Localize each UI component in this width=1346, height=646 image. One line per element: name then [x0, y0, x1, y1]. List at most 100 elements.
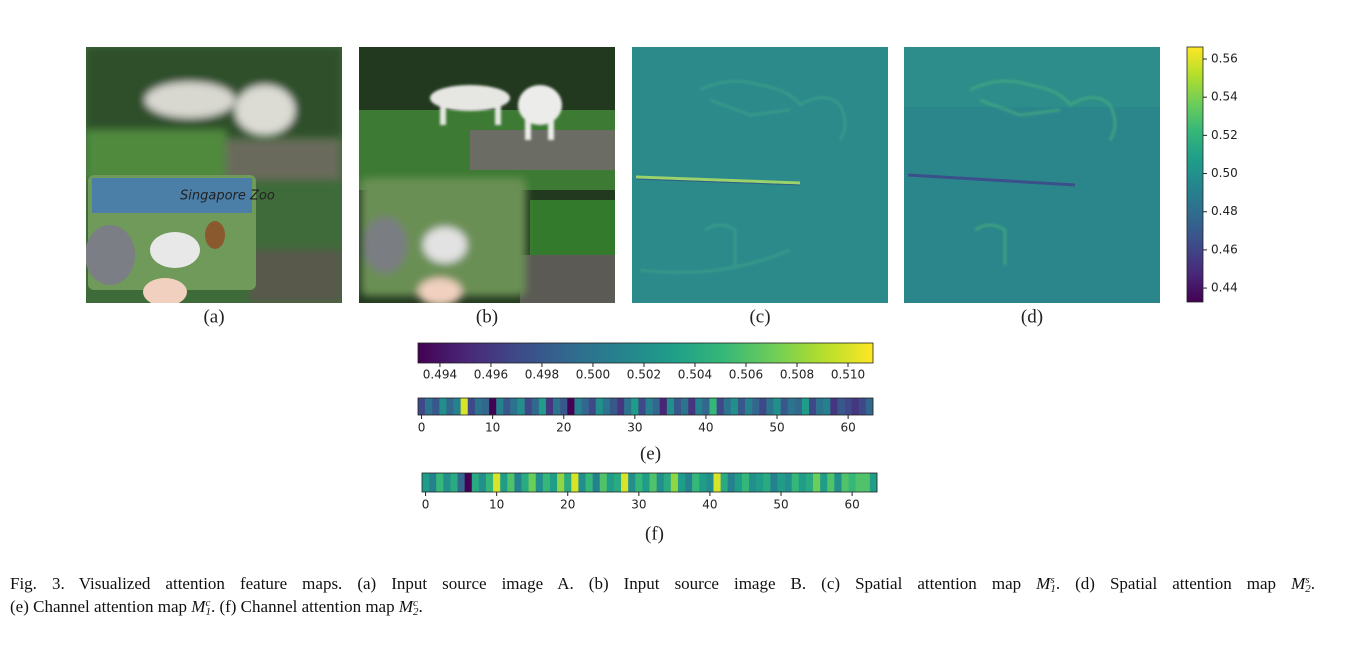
colorbar-horizontal — [417, 342, 874, 364]
channel-cell — [560, 398, 568, 415]
figure: Singapore Zoo — [86, 46, 1238, 544]
colorbar-tick-label: 0.500 — [576, 368, 610, 382]
channel-cell — [628, 473, 636, 492]
colorbar-tick-label: 0.48 — [1211, 204, 1238, 218]
channel-cell — [692, 473, 700, 492]
x-tick-label: 40 — [698, 421, 713, 435]
channel-cell — [467, 398, 476, 415]
channel-cell — [500, 473, 508, 492]
channel-cell — [685, 473, 693, 492]
x-tick-label: 20 — [560, 498, 575, 512]
channel-cell — [759, 398, 767, 415]
channel-cell — [418, 398, 426, 415]
channel-cell — [723, 398, 732, 415]
panel-label: (f) — [645, 523, 664, 544]
panel-label: (c) — [749, 306, 770, 327]
channel-cell — [631, 398, 639, 415]
colorbar-tick-label: 0.494 — [423, 368, 457, 382]
colorbar-tick-label: 0.496 — [474, 368, 508, 382]
panel-label: (e) — [640, 443, 661, 464]
subscript: 2 — [1305, 583, 1311, 596]
superscript: s — [1050, 574, 1055, 587]
colorbar-tick-label: 0.50 — [1211, 166, 1238, 180]
channel-cell — [709, 398, 717, 415]
colorbar-tick-label: 0.46 — [1211, 242, 1238, 256]
channel-cell — [574, 398, 582, 415]
channel-cell — [820, 473, 828, 492]
colorbar-tick-label: 0.506 — [729, 368, 763, 382]
channel-cell — [798, 473, 807, 492]
caption-line: Fig. 3. Visualized attention feature maps… — [10, 572, 1315, 595]
channel-cell — [528, 473, 537, 492]
channel-cell — [517, 398, 525, 415]
channel-cell — [453, 398, 461, 415]
channel-cell — [794, 398, 803, 415]
channel-cell — [851, 398, 860, 415]
channel-cell — [716, 398, 725, 415]
channel-cell — [741, 473, 750, 492]
channel-cell — [695, 398, 703, 415]
panel-label: (b) — [476, 306, 498, 327]
x-tick-label: 0 — [422, 498, 430, 512]
colorbar-tick-label: 0.54 — [1211, 90, 1238, 104]
channel-cell — [749, 473, 757, 492]
channel-cell — [770, 473, 778, 492]
channel-cell — [635, 473, 643, 492]
math: M — [1291, 574, 1306, 593]
x-tick-label: 50 — [773, 498, 788, 512]
colorbar-vertical — [1186, 46, 1204, 303]
channel-cell — [862, 473, 871, 492]
channel-cell — [514, 473, 522, 492]
channel-cell — [450, 473, 458, 492]
x-tick-label: 40 — [702, 498, 717, 512]
channel-cell — [617, 398, 625, 415]
channel-cell — [581, 398, 589, 415]
channel-cell — [436, 473, 444, 492]
caption-text: (e) Channel attention map — [10, 597, 192, 616]
channel-cell — [699, 473, 707, 492]
x-tick-label: 0 — [418, 421, 426, 435]
channel-cell — [656, 473, 665, 492]
channel-cell — [841, 473, 849, 492]
channel-cell — [638, 398, 646, 415]
channel-cell — [609, 398, 618, 415]
channel-cell — [834, 473, 842, 492]
subscript: 2 — [413, 606, 419, 619]
channel-cell — [481, 398, 490, 415]
channel-cell — [855, 473, 864, 492]
x-tick-label: 30 — [631, 498, 646, 512]
channel-cell — [763, 473, 771, 492]
channel-cell — [745, 398, 753, 415]
channel-cell — [777, 473, 785, 492]
channel-cell — [443, 473, 451, 492]
channel-cell — [602, 398, 611, 415]
channel-cell — [649, 473, 657, 492]
x-tick-label: 10 — [489, 498, 504, 512]
channel-cell — [588, 398, 597, 415]
channel-cell — [592, 473, 601, 492]
channel-cell — [809, 398, 817, 415]
channel-cell — [489, 398, 497, 415]
channel-cell — [471, 473, 480, 492]
caption: Fig. 3. Visualized attention feature maps… — [10, 572, 1315, 618]
channel-cell — [659, 398, 668, 415]
superscript: s — [1305, 574, 1310, 587]
panel-label: (d) — [1021, 306, 1043, 327]
channel-cell — [478, 473, 487, 492]
channel-cell — [507, 473, 515, 492]
channel-cell — [869, 473, 878, 492]
channel-cell — [474, 398, 483, 415]
channel-cell — [613, 473, 622, 492]
channel-cell — [816, 398, 824, 415]
channel-cell — [787, 398, 796, 415]
channel-cell — [599, 473, 608, 492]
channel-cell — [737, 398, 746, 415]
channel-cell — [578, 473, 586, 492]
channel-cell — [791, 473, 800, 492]
channel-cell — [557, 473, 565, 492]
math: M — [191, 597, 206, 616]
channel-cell — [645, 398, 653, 415]
